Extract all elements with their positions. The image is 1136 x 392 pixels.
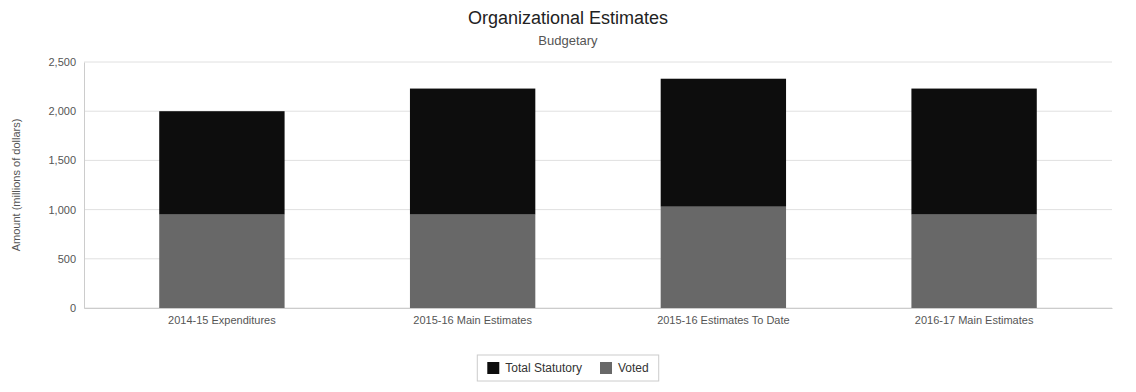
bar	[159, 215, 284, 308]
y-tick-label: 500	[58, 253, 76, 265]
legend-item: Total Statutory	[487, 361, 582, 375]
x-tick-label: 2015-16 Main Estimates	[413, 314, 532, 326]
y-tick: 1,500	[48, 154, 84, 166]
legend-item: Voted	[600, 361, 649, 375]
chart: Organizational Estimates Budgetary 0 500 1,0…	[0, 0, 1136, 392]
grid	[84, 62, 1112, 308]
y-tick: 1,000	[48, 204, 84, 216]
title: Organizational Estimates	[468, 8, 668, 28]
y-tick-label: 1,500	[48, 154, 76, 166]
x-axis: 2014-15 Expenditures 2015-16 Main Estimat…	[85, 309, 1113, 326]
y-tick-label: 2,500	[48, 56, 76, 68]
legend-frame	[477, 355, 658, 381]
subtitle: Budgetary	[538, 33, 598, 48]
series	[159, 207, 1037, 308]
y-tick-label: 0	[70, 302, 76, 314]
y-tick-label: 1,000	[48, 204, 76, 216]
y-axis: 0 500 1,000 1,500 2,000 2,500	[48, 56, 84, 314]
series	[159, 79, 1037, 215]
x-tick-label: 2015-16 Estimates To Date	[657, 314, 789, 326]
legend-swatch	[487, 362, 499, 374]
y-axis-line	[84, 63, 85, 309]
y-axis-title: Amount (millions of dollars)	[10, 119, 22, 252]
y-tick: 0	[70, 302, 84, 314]
legend: Total Statutory Voted	[477, 355, 658, 381]
bars	[159, 79, 1037, 308]
legend-label: Voted	[618, 361, 649, 375]
bar	[911, 215, 1036, 308]
plot: 0 500 1,000 1,500 2,000 2,500 2014-15 Expendit…	[48, 56, 1112, 326]
x-tick: 2015-16 Estimates To Date	[657, 314, 789, 326]
bar	[410, 89, 535, 215]
x-tick-label: 2014-15 Expenditures	[168, 314, 276, 326]
x-tick: 2014-15 Expenditures	[168, 314, 276, 326]
bar	[159, 111, 284, 214]
y-tick-label: 2,000	[48, 105, 76, 117]
bar	[661, 207, 786, 308]
x-axis-line	[85, 308, 1113, 309]
x-tick: 2016-17 Main Estimates	[915, 314, 1034, 326]
legend-swatch	[600, 362, 612, 374]
y-tick: 500	[58, 253, 84, 265]
grid-line	[84, 62, 1112, 63]
x-tick-label: 2016-17 Main Estimates	[915, 314, 1034, 326]
bar	[661, 79, 786, 207]
bar	[410, 215, 535, 308]
bar	[911, 89, 1036, 215]
x-tick: 2015-16 Main Estimates	[413, 314, 532, 326]
legend-label: Total Statutory	[505, 361, 582, 375]
y-tick: 2,000	[48, 105, 84, 117]
y-tick: 2,500	[48, 56, 84, 68]
